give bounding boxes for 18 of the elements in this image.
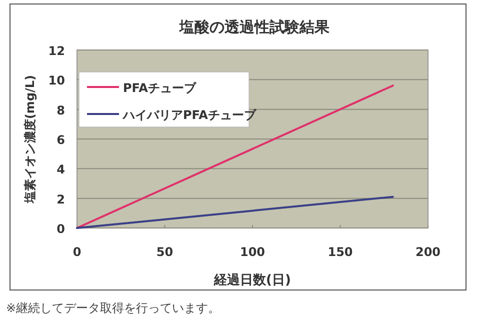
chart-title: 塩酸の透過性試験結果 — [178, 18, 330, 36]
y-tick-label: 10 — [48, 74, 65, 88]
x-tick-label: 200 — [415, 245, 441, 259]
y-tick-label: 8 — [56, 103, 65, 118]
x-axis-title: 経過日数(日) — [213, 273, 291, 288]
y-tick-label: 4 — [56, 162, 65, 177]
x-tick-label: 100 — [240, 245, 266, 259]
legend-label: PFAチューブ — [123, 81, 197, 95]
x-tick-label: 50 — [156, 245, 174, 259]
x-tick-label: 0 — [72, 245, 82, 259]
legend-label: ハイバリアPFAチューブ — [122, 108, 257, 122]
y-tick-label: 12 — [48, 44, 65, 58]
y-tick-label: 6 — [56, 133, 65, 147]
x-tick-label: 150 — [328, 245, 353, 259]
y-tick-label: 0 — [56, 222, 65, 236]
y-tick-label: 2 — [56, 192, 65, 206]
text: ※継続してデータ取得を行っています。 — [6, 301, 220, 315]
y-axis-title: 塩素イオン濃度(mg/L) — [23, 74, 37, 204]
